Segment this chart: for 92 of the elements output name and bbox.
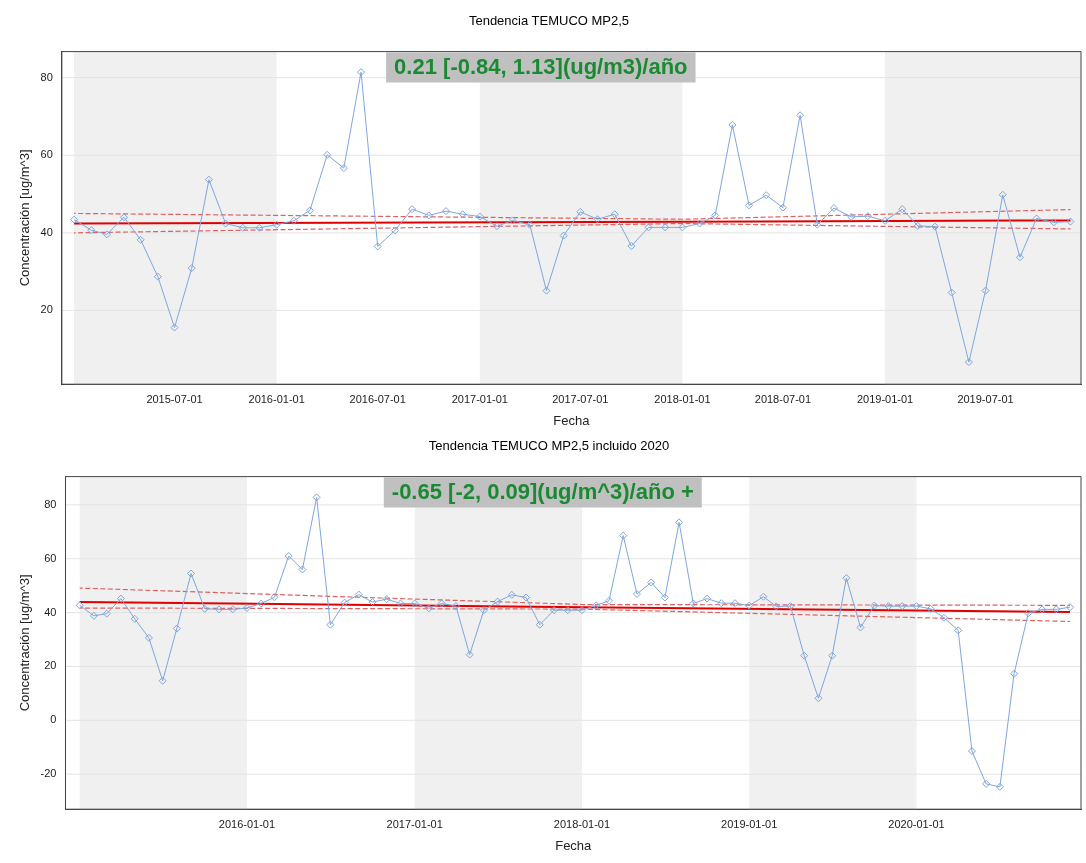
- x-tick-label: 2017-07-01: [552, 392, 609, 405]
- x-tick-label: 2019-07-01: [957, 392, 1014, 405]
- point: [711, 211, 720, 220]
- point: [931, 222, 940, 231]
- point: [796, 111, 805, 120]
- point: [678, 223, 687, 232]
- point: [120, 213, 129, 222]
- point: [1015, 253, 1024, 262]
- point: [947, 288, 956, 297]
- x-axis-title: Fecha: [553, 412, 591, 428]
- point: [881, 216, 890, 225]
- point: [593, 215, 602, 224]
- point: [153, 272, 162, 281]
- point: [998, 190, 1007, 199]
- point: [272, 220, 281, 229]
- x-tick-label: 2017-01-01: [386, 817, 443, 830]
- point: [238, 223, 247, 232]
- y-tick-label: 40: [40, 225, 53, 238]
- point: [458, 210, 467, 219]
- y-tick-label: 0: [50, 713, 57, 726]
- point: [1066, 217, 1075, 226]
- point: [357, 68, 366, 77]
- y-tick-label: 40: [44, 605, 57, 618]
- point: [762, 191, 771, 200]
- point: [441, 207, 450, 216]
- y-tick-label: 20: [40, 303, 53, 316]
- x-tick-label: 2018-01-01: [654, 392, 711, 405]
- point: [221, 219, 230, 228]
- point: [627, 242, 636, 251]
- point: [170, 323, 179, 332]
- x-tick-label: 2017-01-01: [451, 392, 508, 405]
- point: [1032, 214, 1041, 223]
- point: [373, 242, 382, 251]
- x-tick-label: 2016-07-01: [349, 392, 406, 405]
- y-tick-label: 60: [40, 148, 53, 161]
- point: [913, 221, 922, 230]
- y-tick-label: 60: [44, 551, 57, 564]
- x-tick-label: 2018-01-01: [553, 817, 611, 830]
- y-tick-label: 80: [44, 497, 57, 510]
- point: [542, 286, 551, 295]
- point: [424, 211, 433, 220]
- x-tick-label: 2019-01-01: [721, 817, 778, 830]
- point: [187, 264, 196, 273]
- point: [255, 223, 264, 232]
- point: [323, 150, 332, 159]
- point: [1049, 218, 1058, 227]
- point: [863, 212, 872, 221]
- chart-title: Tendencia TEMUCO MP2,5 incluido 2020: [428, 438, 670, 454]
- point: [847, 212, 856, 221]
- point: [289, 216, 298, 225]
- x-tick-label: 2018-07-01: [754, 392, 812, 405]
- point: [898, 205, 907, 214]
- x-axis-title: Fecha: [555, 837, 593, 853]
- y-tick-label: 20: [44, 659, 57, 672]
- point: [339, 164, 348, 173]
- y-axis-title: Concentración [ug/m^3]: [17, 574, 33, 712]
- x-tick-label: 2016-01-01: [248, 392, 305, 405]
- point: [829, 204, 838, 212]
- annotation: -0.65 [-2, 0.09](ug/m^3)/año +: [391, 478, 694, 504]
- point: [493, 222, 502, 231]
- point: [964, 358, 973, 367]
- point: [102, 230, 111, 239]
- point: [981, 286, 990, 295]
- point: [610, 210, 619, 219]
- chart-title: Tendencia TEMUCO MP2,5: [468, 13, 630, 29]
- point: [204, 175, 213, 184]
- x-tick-label: 2020-01-01: [888, 817, 945, 830]
- y-tick-label: 80: [40, 70, 53, 83]
- point: [136, 235, 145, 244]
- point: [695, 219, 704, 228]
- point: [745, 201, 754, 210]
- point: [390, 226, 399, 235]
- point: [644, 223, 653, 232]
- x-tick-label: 2019-01-01: [856, 392, 914, 405]
- point: [728, 120, 737, 129]
- point: [559, 231, 568, 240]
- point: [525, 220, 534, 229]
- point: [661, 223, 670, 232]
- point: [778, 203, 787, 212]
- point: [305, 206, 314, 215]
- point: [70, 215, 79, 224]
- point: [408, 205, 417, 214]
- point: [508, 216, 517, 225]
- y-axis-title: Concentración [ug/m^3]: [17, 149, 33, 287]
- point: [475, 212, 484, 221]
- point: [87, 226, 96, 235]
- x-tick-label: 2016-01-01: [218, 817, 276, 830]
- point: [576, 207, 585, 216]
- y-tick-label: -20: [40, 767, 57, 780]
- x-tick-label: 2015-07-01: [146, 392, 203, 405]
- point: [813, 220, 822, 229]
- annotation: 0.21 [-0.84, 1.13](ug/m3)/año: [394, 53, 688, 79]
